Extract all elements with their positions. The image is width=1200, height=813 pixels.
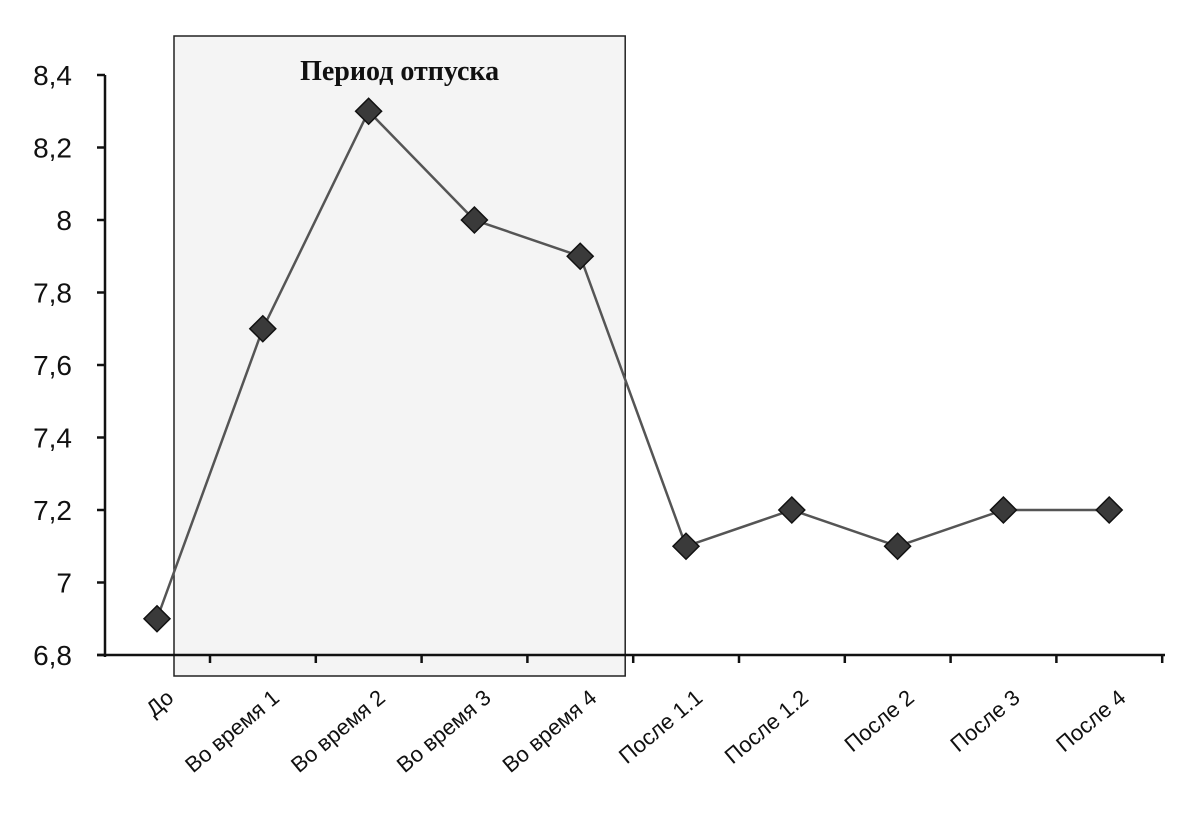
x-tick-label: После 2 [840, 685, 919, 757]
y-tick-label: 6,8 [33, 640, 72, 671]
x-tick-label: До [141, 685, 178, 722]
x-tick-label: Во время 4 [498, 685, 602, 778]
data-point-marker [460, 205, 489, 235]
x-tick-label: Во время 3 [392, 685, 496, 778]
annotation-label: Период отпуска [300, 56, 499, 87]
y-tick-label: 8,2 [33, 133, 72, 164]
annotation-box [173, 35, 626, 677]
data-point-marker [777, 495, 806, 525]
y-tick-label: 8 [56, 205, 72, 236]
x-tick-label: После 1.1 [614, 685, 707, 769]
data-point-marker [989, 495, 1018, 525]
data-point-marker [1095, 495, 1124, 525]
data-point-marker [671, 532, 701, 561]
x-tick-label: После 3 [945, 685, 1024, 757]
y-tick-label: 7,6 [33, 350, 72, 381]
data-point-marker [354, 97, 383, 126]
y-tick-label: 7,8 [33, 278, 72, 309]
y-tick-label: 7,4 [33, 423, 72, 454]
data-point-marker [566, 242, 595, 271]
x-tick-label: Во время 2 [286, 685, 390, 778]
x-tick-label: После 4 [1051, 685, 1130, 757]
data-point-marker [142, 604, 172, 633]
data-point-marker [883, 532, 912, 561]
data-point-marker [248, 314, 277, 343]
y-tick-label: 8,4 [33, 60, 72, 91]
series-line [155, 109, 1110, 620]
x-tick-label: Во время 1 [180, 685, 284, 778]
y-tick-label: 7,2 [33, 495, 72, 526]
y-tick-label: 7 [56, 568, 72, 599]
x-tick-label: После 1.2 [720, 685, 813, 769]
